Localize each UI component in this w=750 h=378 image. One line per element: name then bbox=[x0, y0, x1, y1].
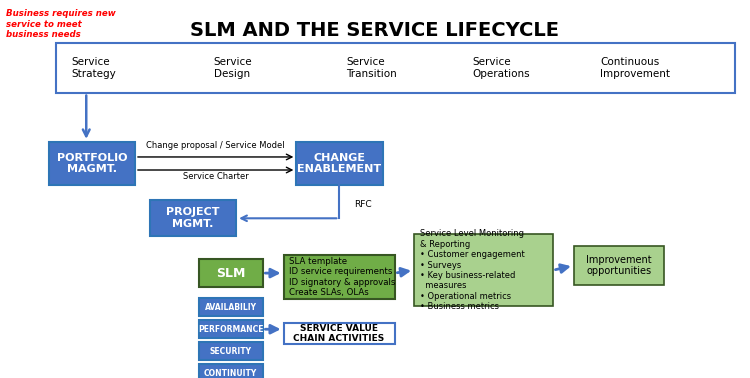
Bar bbox=[199, 320, 262, 338]
Text: RFC: RFC bbox=[354, 200, 372, 209]
Bar bbox=[296, 142, 382, 185]
Text: PROJECT
MGMT.: PROJECT MGMT. bbox=[166, 208, 220, 229]
Text: Change proposal / Service Model: Change proposal / Service Model bbox=[146, 141, 285, 150]
Text: SLM AND THE SERVICE LIFECYCLE: SLM AND THE SERVICE LIFECYCLE bbox=[190, 21, 560, 40]
Text: SLM: SLM bbox=[216, 266, 245, 280]
Text: CHANGE
ENABLEMENT: CHANGE ENABLEMENT bbox=[297, 153, 382, 174]
Text: Service
Operations: Service Operations bbox=[472, 57, 530, 79]
Bar bbox=[414, 234, 553, 306]
Text: Continuous
Improvement: Continuous Improvement bbox=[600, 57, 670, 79]
Text: CONTINUITY: CONTINUITY bbox=[204, 369, 257, 378]
Bar bbox=[284, 255, 394, 299]
Bar bbox=[56, 43, 735, 93]
Text: Service
Transition: Service Transition bbox=[346, 57, 398, 79]
Text: PERFORMANCE: PERFORMANCE bbox=[198, 325, 263, 334]
Text: Service Level Monitoring
& Reporting
• Customer engagement
• Surveys
• Key busin: Service Level Monitoring & Reporting • C… bbox=[420, 229, 525, 311]
Text: Improvement
opportunities: Improvement opportunities bbox=[586, 255, 652, 276]
Text: SERVICE VALUE
CHAIN ACTIVITIES: SERVICE VALUE CHAIN ACTIVITIES bbox=[293, 324, 385, 343]
Text: AVAILABILIY: AVAILABILIY bbox=[205, 303, 257, 312]
Bar bbox=[150, 200, 236, 236]
Bar bbox=[199, 259, 262, 287]
Text: Service
Design: Service Design bbox=[214, 57, 252, 79]
Text: Service Charter: Service Charter bbox=[183, 172, 248, 181]
Text: SECURITY: SECURITY bbox=[209, 347, 251, 356]
Text: PORTFOLIO
MAGMT.: PORTFOLIO MAGMT. bbox=[57, 153, 127, 174]
Bar bbox=[199, 342, 262, 360]
Text: SLA template
ID service requirements
ID signatory & approvals
Create SLAs, OLAs: SLA template ID service requirements ID … bbox=[289, 257, 395, 297]
Bar bbox=[574, 246, 664, 285]
Text: Service
Strategy: Service Strategy bbox=[71, 57, 116, 79]
Bar bbox=[49, 142, 135, 185]
Bar bbox=[199, 364, 262, 378]
Text: Business requires new
service to meet
business needs: Business requires new service to meet bu… bbox=[6, 9, 116, 39]
Bar bbox=[284, 323, 394, 344]
Bar bbox=[199, 298, 262, 316]
